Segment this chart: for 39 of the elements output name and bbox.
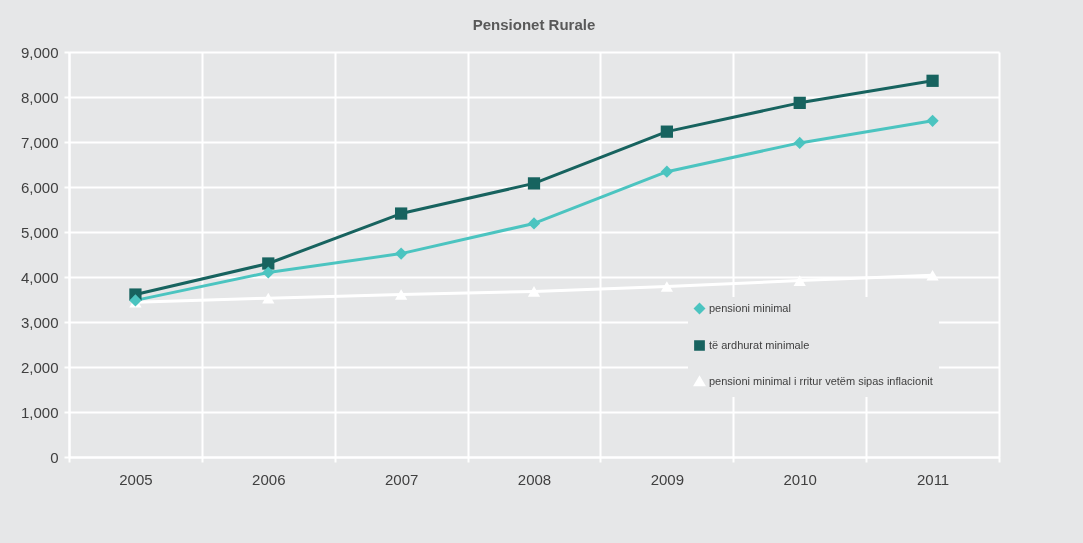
y-tick-label: 0 bbox=[50, 448, 59, 466]
point bbox=[395, 207, 408, 220]
point bbox=[926, 114, 939, 127]
x-tick-label: 2006 bbox=[252, 470, 286, 488]
point bbox=[660, 281, 673, 292]
point bbox=[262, 292, 275, 304]
y-tick-label: 1,000 bbox=[20, 403, 59, 421]
y-tick-label: 3,000 bbox=[20, 313, 59, 331]
y-tick-label: 4,000 bbox=[20, 268, 59, 286]
x-tick-label: 2010 bbox=[783, 470, 817, 488]
point bbox=[262, 266, 275, 279]
point bbox=[793, 96, 806, 109]
x-tick-label: 2011 bbox=[916, 470, 950, 488]
point bbox=[926, 269, 939, 281]
point bbox=[793, 275, 806, 286]
chart-title: Pensionet Rurale bbox=[472, 16, 596, 33]
point bbox=[395, 289, 408, 300]
x-tick-label: 2008 bbox=[517, 470, 552, 488]
legend-label: të ardhurat minimale bbox=[709, 338, 810, 351]
point bbox=[793, 136, 806, 150]
point bbox=[660, 125, 673, 138]
point bbox=[926, 74, 939, 87]
x-tick-label: 2005 bbox=[119, 470, 153, 488]
x-tick-label: 2007 bbox=[384, 470, 419, 488]
point bbox=[395, 247, 408, 260]
y-tick-label: 7,000 bbox=[20, 133, 59, 151]
point bbox=[660, 165, 673, 178]
y-tick-label: 5,000 bbox=[20, 223, 59, 241]
y-tick-label: 8,000 bbox=[20, 88, 59, 106]
legend-label: pensioni minimal i rritur vetëm sipas inflacionit bbox=[709, 374, 933, 387]
point bbox=[527, 286, 541, 297]
legend-label: pensioni minimal bbox=[709, 301, 791, 314]
point bbox=[527, 177, 541, 190]
y-tick-label: 2,000 bbox=[20, 358, 59, 376]
point bbox=[262, 257, 275, 270]
x-tick-label: 2009 bbox=[650, 470, 685, 488]
y-tick-label: 9,000 bbox=[20, 43, 59, 61]
point bbox=[527, 217, 541, 230]
y-tick-label: 6,000 bbox=[20, 178, 59, 196]
